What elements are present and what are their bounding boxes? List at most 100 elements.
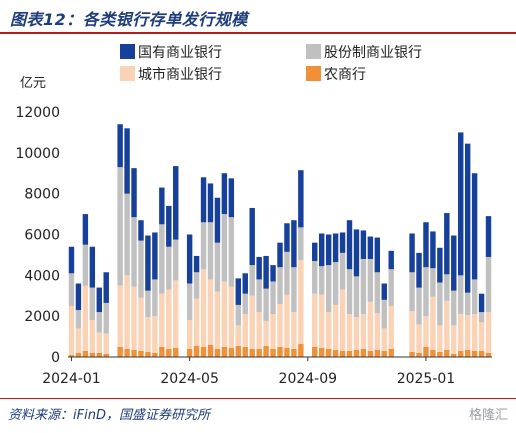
bar-segment	[256, 348, 262, 357]
bar-segment	[485, 312, 492, 353]
bar-segment	[277, 303, 283, 347]
bar-segment	[277, 267, 283, 304]
bar-segment	[332, 304, 339, 350]
bar-segment	[298, 260, 304, 344]
bar-segment	[360, 348, 367, 357]
bar-segment	[367, 301, 374, 351]
bar-segment	[458, 275, 464, 315]
bar-segment	[131, 286, 137, 350]
legend-label: 股份制商业银行	[324, 45, 422, 61]
bar-segment	[75, 283, 82, 311]
bar-segment	[82, 214, 89, 245]
bar-segment	[131, 217, 137, 287]
chart-title: 图表12：各类银行存单发行规模	[10, 10, 248, 29]
y-tick-label: 12000	[15, 105, 60, 121]
bar-segment	[458, 132, 464, 276]
bar-segment	[478, 293, 485, 313]
bar-segment	[138, 220, 144, 241]
bar-segment	[416, 287, 422, 325]
bar-segment	[270, 265, 276, 282]
bar-segment	[325, 348, 332, 357]
bar-segment	[318, 294, 325, 348]
bar-segment	[298, 227, 304, 261]
bar-segment	[444, 300, 450, 350]
bar-segment	[96, 352, 102, 357]
bar-segment	[89, 320, 96, 353]
bar-segment	[103, 302, 109, 334]
bar-segment	[416, 252, 422, 288]
legend-label: 城市商业银行	[138, 67, 222, 83]
bar-segment	[409, 351, 415, 357]
bar-segment	[471, 279, 478, 315]
bar-segment	[242, 314, 248, 347]
bar-segment	[444, 213, 450, 275]
bar-segment	[207, 222, 214, 280]
bar-segment	[444, 274, 450, 301]
bar-segment	[471, 314, 478, 351]
bar-segment	[360, 314, 367, 349]
bar-segment	[68, 246, 75, 274]
bar-segment	[96, 312, 102, 333]
bar-segment	[138, 297, 144, 351]
bar-segment	[381, 328, 387, 351]
bar-segment	[409, 272, 415, 312]
bar-segment	[75, 310, 82, 329]
bar-segment	[346, 350, 353, 358]
legend-item-rural-banks: 农商行	[306, 64, 366, 84]
bar-segment	[145, 290, 151, 318]
bar-segment	[471, 173, 478, 280]
legend-swatch	[120, 44, 135, 59]
bar-segment	[360, 230, 367, 259]
bar-segment	[291, 312, 297, 349]
bar-segment	[68, 305, 75, 355]
bar-segment	[186, 348, 193, 357]
bar-segment	[451, 353, 457, 357]
bar-segment	[193, 298, 200, 346]
bar-segment	[471, 350, 478, 358]
y-axis-unit-label: 亿元	[20, 76, 47, 91]
bar-segment	[117, 285, 123, 347]
bar-segment	[388, 269, 394, 306]
bar-segment	[312, 261, 318, 294]
x-tick-label: 2024-01	[42, 371, 101, 387]
bar-segment	[339, 350, 346, 358]
bar-segment	[186, 283, 193, 321]
bar-segment	[200, 177, 207, 223]
bar-segment	[332, 233, 339, 263]
bar-segment	[256, 256, 262, 280]
bar-segment	[249, 265, 255, 296]
bar-segment	[173, 347, 179, 357]
bar-segment	[145, 351, 151, 357]
bar-segment	[221, 281, 228, 347]
bar-segment	[353, 229, 360, 277]
bar-segment	[464, 349, 471, 357]
bar-segment	[464, 315, 471, 350]
bar-segment	[367, 350, 374, 358]
bar-segment	[381, 350, 387, 358]
bar-segment	[256, 279, 262, 313]
bar-segment	[346, 314, 353, 351]
bar-segment	[75, 352, 82, 357]
bar-segment	[166, 289, 172, 349]
bar-segment	[124, 275, 130, 349]
bar-segment	[291, 348, 297, 357]
bar-segment	[464, 143, 471, 293]
bar-segment	[284, 251, 290, 295]
bar-segment	[96, 332, 102, 353]
bar-segment	[339, 232, 346, 253]
legend-swatch	[306, 44, 321, 59]
bar-segment	[159, 187, 165, 225]
bar-segment	[416, 352, 422, 357]
bar-segment	[214, 197, 221, 243]
legend-item-city-banks: 城市商业银行	[120, 64, 222, 84]
bar-segment	[277, 346, 283, 357]
bar-segment	[249, 207, 255, 266]
bar-segment	[284, 223, 290, 252]
bar-segment	[478, 312, 485, 323]
bar-segment	[270, 348, 276, 357]
bar-segment	[124, 348, 130, 357]
bar-segment	[263, 345, 269, 357]
bar-segment	[298, 343, 304, 357]
bar-segment	[353, 276, 360, 318]
bar-segment	[138, 350, 144, 358]
